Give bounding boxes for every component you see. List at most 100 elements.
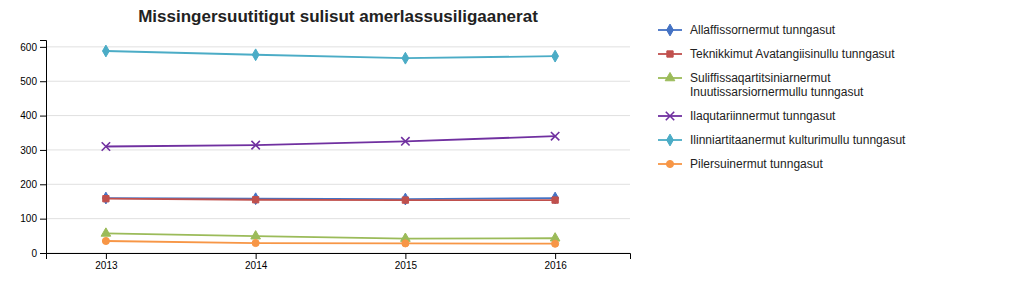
- legend-label-line: Allaffissornermut tunngasut: [690, 23, 836, 37]
- tick-mark: [555, 253, 556, 259]
- marker: [552, 197, 558, 203]
- legend-label-line: Ilinniartitaanermut kulturimullu tunngas…: [690, 133, 906, 147]
- legend-label-line: Ilaqutariinnermut tunngasut: [690, 109, 836, 123]
- grid-line: [46, 149, 630, 150]
- grid-line: [46, 81, 630, 82]
- tick-label: 200: [20, 179, 37, 190]
- line: [106, 199, 555, 200]
- title: Missingersuutitigut sulisut amerlassusil…: [138, 7, 538, 26]
- marker: [401, 137, 409, 145]
- tick-mark: [106, 253, 107, 259]
- series: [101, 228, 560, 241]
- tick: 100: [20, 213, 46, 224]
- legend-marker: [665, 72, 675, 80]
- marker: [102, 45, 109, 57]
- tick-label: 400: [20, 110, 37, 121]
- tick-label: 500: [20, 76, 37, 87]
- grid-line: [46, 184, 630, 185]
- marker: [551, 132, 559, 140]
- tick-mark: [40, 184, 46, 185]
- legend-label: SuliffissaqartitsiniarnermutInuutissarsi…: [690, 71, 864, 99]
- line: [106, 51, 555, 58]
- line: [106, 136, 555, 146]
- axis-line: [40, 41, 47, 254]
- legend-marker: [667, 24, 674, 36]
- marker: [402, 240, 409, 247]
- tick-label: 2015: [395, 260, 418, 271]
- marker: [252, 239, 259, 246]
- tick: 500: [20, 76, 46, 87]
- grid: [46, 47, 630, 253]
- series: [102, 45, 558, 64]
- legend-label: Ilaqutariinnermut tunngasut: [690, 109, 836, 123]
- x-axis: 2013 2014 2015 2016: [47, 253, 631, 271]
- tick-mark: [40, 81, 46, 82]
- plot: 2013 2014 2015 2016 0 100 200 300 400 500 600: [20, 41, 630, 272]
- marker: [102, 237, 109, 244]
- tick-mark: [40, 47, 46, 48]
- legend-item: Allaffissornermut tunngasut: [658, 23, 836, 37]
- legend-item: Ilinniartitaanermut kulturimullu tunngas…: [658, 133, 906, 147]
- legend-item: Pilersuinermut tunngasut: [658, 157, 823, 171]
- tick: 0: [31, 248, 46, 259]
- series: [102, 132, 560, 151]
- legend-label-line: Inuutissarsiornermullu tunngasut: [690, 85, 864, 99]
- legend-marker: [667, 51, 673, 57]
- tick-label: 0: [31, 248, 37, 259]
- axis-line: [47, 254, 631, 260]
- marker: [252, 197, 258, 203]
- tick: 2015: [395, 253, 418, 271]
- line: [106, 233, 555, 238]
- legend-label: Teknikkimut Avatangiisinullu tunngasut: [690, 47, 895, 61]
- legend-item: Ilaqutariinnermut tunngasut: [658, 109, 836, 123]
- tick-label: 2016: [545, 260, 568, 271]
- tick: 300: [20, 145, 46, 156]
- legend: Allaffissornermut tunngasut Teknikkimut A…: [658, 23, 906, 171]
- marker: [402, 52, 409, 64]
- tick-label: 300: [20, 145, 37, 156]
- grid-line: [46, 46, 630, 47]
- tick-mark: [40, 219, 46, 220]
- tick-mark: [40, 253, 46, 254]
- marker: [101, 228, 111, 236]
- tick: 2013: [95, 253, 118, 271]
- series: [102, 192, 558, 205]
- grid-line: [46, 218, 630, 219]
- marker: [252, 49, 259, 61]
- marker: [552, 240, 559, 247]
- legend-marker: [666, 160, 673, 167]
- legend-label-line: Teknikkimut Avatangiisinullu tunngasut: [690, 47, 895, 61]
- legend-label: Pilersuinermut tunngasut: [690, 157, 823, 171]
- tick: 200: [20, 179, 46, 190]
- line: [106, 241, 555, 244]
- tick-mark: [256, 253, 257, 259]
- marker: [102, 192, 109, 204]
- tick: 400: [20, 110, 46, 121]
- tick-label: 2013: [95, 260, 118, 271]
- legend-marker: [667, 134, 674, 146]
- legend-item: Teknikkimut Avatangiisinullu tunngasut: [658, 47, 895, 61]
- marker: [402, 197, 408, 203]
- tick: 600: [20, 42, 46, 53]
- marker: [102, 142, 110, 150]
- marker: [252, 193, 259, 205]
- y-axis: 0 100 200 300 400 500 600: [20, 41, 46, 259]
- legend-label-line: Pilersuinermut tunngasut: [690, 157, 823, 171]
- tick-mark: [40, 150, 46, 151]
- series: [102, 237, 558, 247]
- tick-mark: [405, 253, 406, 259]
- tick: 2016: [545, 253, 568, 271]
- chart: 2013 2014 2015 2016 0 100 200 300 400 500 600 Missi…: [0, 0, 1024, 281]
- marker: [251, 231, 261, 239]
- legend-label: Ilinniartitaanermut kulturimullu tunngas…: [690, 133, 906, 147]
- series: [103, 196, 559, 204]
- marks: [101, 45, 560, 247]
- tick: 2014: [245, 253, 268, 271]
- tick-label: 100: [20, 213, 37, 224]
- grid-line: [46, 115, 630, 116]
- tick-mark: [40, 116, 46, 117]
- legend-label: Allaffissornermut tunngasut: [690, 23, 836, 37]
- tick-label: 600: [20, 42, 37, 53]
- legend-item: SuliffissaqartitsiniarnermutInuutissarsi…: [658, 71, 864, 99]
- marker: [552, 192, 559, 204]
